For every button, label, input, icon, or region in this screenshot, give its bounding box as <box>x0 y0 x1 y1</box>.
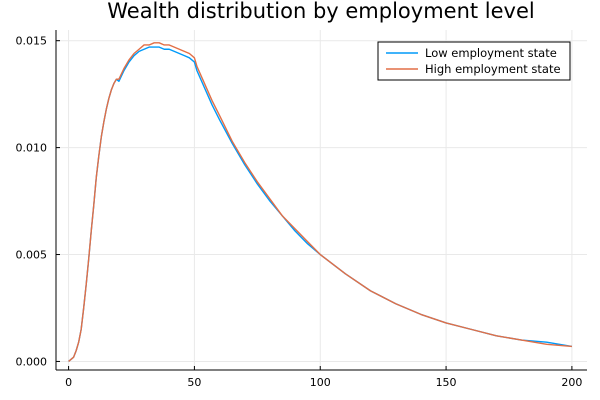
legend-label: Low employment state <box>425 46 557 60</box>
y-tick-label: 0.015 <box>16 35 48 48</box>
grid <box>56 30 587 370</box>
legend-box <box>377 41 571 81</box>
axes: 0 50 100 150 200 0.000 0.005 0.010 0.015 <box>16 30 587 389</box>
y-tick-label: 0.000 <box>16 355 48 368</box>
x-tick-label: 150 <box>436 376 457 389</box>
series-layer <box>68 42 573 362</box>
chart-title: Wealth distribution by employment level <box>107 0 535 23</box>
legend-label: High employment state <box>425 62 561 76</box>
x-tick-label: 200 <box>561 376 582 389</box>
x-tick-label: 100 <box>310 376 331 389</box>
x-tick-label: 50 <box>187 376 201 389</box>
x-tick-label: 0 <box>65 376 72 389</box>
series-line-high-employment <box>68 42 572 362</box>
y-tick-label: 0.005 <box>16 249 48 262</box>
y-tick-label: 0.010 <box>16 142 48 155</box>
legend: Low employment state High employment stat… <box>377 41 571 81</box>
